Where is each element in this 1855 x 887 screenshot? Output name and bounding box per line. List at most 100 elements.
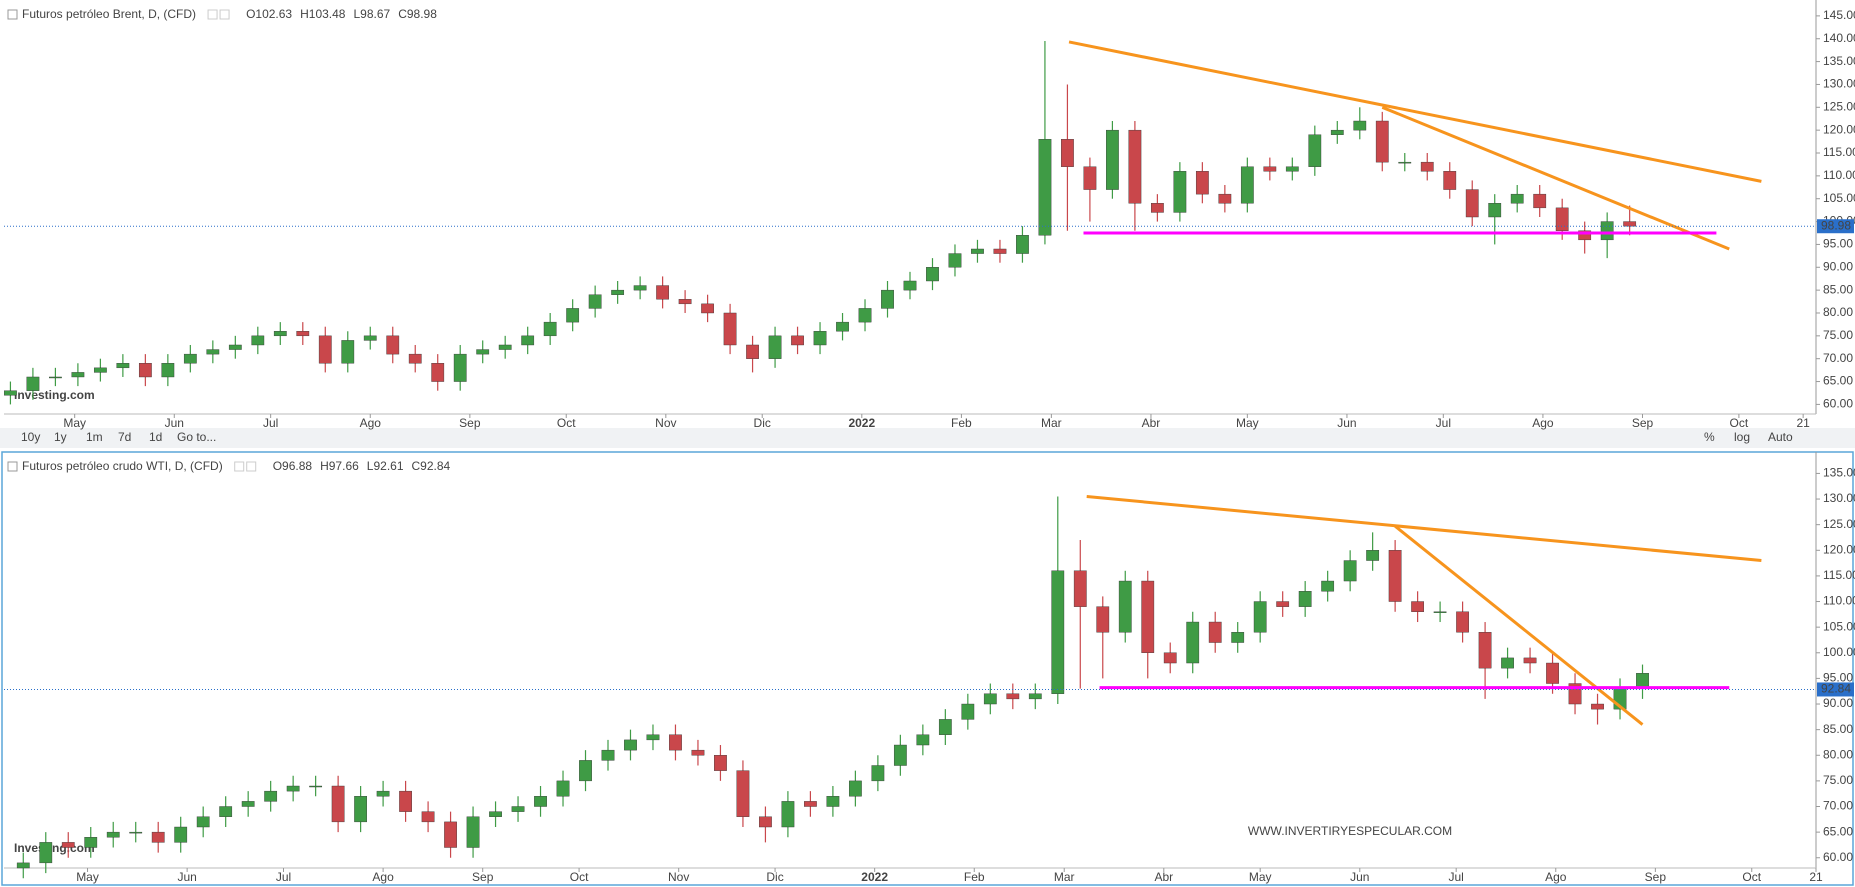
y-tick-label: 105.00 <box>1823 191 1855 205</box>
x-tick-label: Jun <box>1350 870 1369 884</box>
candle-body <box>489 811 502 817</box>
x-tick-label: Feb <box>964 870 985 884</box>
candle-body <box>84 837 98 848</box>
logo: Investing.com <box>14 388 95 402</box>
candle-body <box>1591 703 1604 710</box>
x-tick-label: Jun <box>1337 416 1356 430</box>
y-tick-label: 130.00 <box>1823 77 1855 91</box>
candle-body <box>983 693 997 705</box>
ohlc-label: C92.84 <box>412 459 451 473</box>
x-tick-label: Abr <box>1154 870 1173 884</box>
candle-body <box>656 285 670 300</box>
scale-button[interactable]: log <box>1734 430 1750 444</box>
candle-body <box>1006 693 1020 700</box>
candle-body <box>723 312 737 346</box>
candle-body <box>453 353 467 382</box>
candle-body <box>331 785 345 823</box>
x-tick-label: Sep <box>1632 416 1654 430</box>
price-label: 92.84 <box>1821 682 1851 696</box>
candle-body <box>363 335 377 341</box>
x-tick-label: Oct <box>1742 870 1761 884</box>
candle-body <box>804 801 817 807</box>
candle-body <box>1128 129 1142 204</box>
candle-body <box>1061 139 1074 167</box>
trend-line <box>1381 105 1730 251</box>
settings-icon <box>207 9 218 20</box>
collapse-icon <box>7 9 18 20</box>
candle-body <box>386 335 400 355</box>
candle-body <box>376 790 390 797</box>
candle-body <box>431 363 445 382</box>
candle-body <box>624 739 637 751</box>
candle-body <box>781 801 795 828</box>
scale-button[interactable]: Auto <box>1768 430 1793 444</box>
x-tick-label: Mar <box>1054 870 1075 884</box>
y-tick-label: 135.00 <box>1823 54 1855 68</box>
candle-body <box>264 790 278 802</box>
price-label-bg <box>1817 682 1854 697</box>
candle-body <box>633 285 647 291</box>
candle-body <box>241 801 255 807</box>
range-button[interactable]: 7d <box>118 430 131 444</box>
scale-button[interactable]: % <box>1704 430 1715 444</box>
y-tick-label: 75.00 <box>1823 773 1853 787</box>
candle-body <box>129 831 143 834</box>
candle-body <box>1298 591 1312 607</box>
candle-body <box>1083 166 1097 190</box>
candle-body <box>521 335 535 346</box>
watermark: WWW.INVERTIRYESPECULAR.COM <box>1248 824 1452 838</box>
candle-body <box>1433 611 1447 613</box>
candle-body <box>848 780 862 797</box>
x-tick-label: May <box>1236 416 1259 430</box>
range-button[interactable]: Go to... <box>177 430 216 444</box>
range-button[interactable]: 1m <box>86 430 103 444</box>
y-tick-label: 120.00 <box>1823 542 1855 556</box>
candle-body <box>714 755 727 771</box>
candle-body <box>1456 611 1469 633</box>
candle-body <box>746 344 759 359</box>
x-tick-label: Nov <box>655 416 676 430</box>
y-tick-label: 65.00 <box>1823 374 1853 388</box>
candle-body <box>826 796 840 807</box>
y-tick-label: 120.00 <box>1823 122 1855 136</box>
candle-body <box>309 785 323 788</box>
candle-body <box>106 831 120 838</box>
x-tick-label: May <box>1249 870 1272 884</box>
candle-body <box>1195 171 1209 195</box>
candle-body <box>566 308 580 323</box>
candle-body <box>1330 129 1344 135</box>
ohlc-label: O96.88 <box>273 459 313 473</box>
y-tick-label: 80.00 <box>1823 747 1853 761</box>
x-tick-label: 21 <box>1796 416 1810 430</box>
settings-icon <box>246 461 257 472</box>
candle-body <box>219 806 233 817</box>
y-tick-label: 135.00 <box>1823 466 1855 480</box>
x-tick-label: Dic <box>754 416 771 430</box>
y-tick-label: 60.00 <box>1823 397 1853 411</box>
x-tick-label: 2022 <box>861 870 888 884</box>
candle-body <box>93 367 107 373</box>
toolbar-bar <box>0 428 1855 448</box>
candle-body <box>39 842 53 864</box>
y-tick-label: 125.00 <box>1823 99 1855 113</box>
candle-body <box>1253 601 1267 633</box>
x-tick-label: Nov <box>668 870 689 884</box>
candle-body <box>858 308 872 323</box>
range-button[interactable]: 1d <box>149 430 162 444</box>
candle-body <box>1016 235 1029 254</box>
candle-body <box>1150 203 1164 213</box>
range-button[interactable]: 1y <box>54 430 67 444</box>
candle-body <box>273 331 287 337</box>
y-tick-label: 70.00 <box>1823 351 1853 365</box>
candle-body <box>691 749 705 756</box>
y-tick-label: 140.00 <box>1823 31 1855 45</box>
candle-body <box>16 862 30 869</box>
range-button[interactable]: 10y <box>21 430 40 444</box>
candle-body <box>1096 606 1110 633</box>
candle-body <box>296 331 310 337</box>
candle-body <box>1308 134 1322 167</box>
candle-body <box>543 321 557 337</box>
chart-title: Futuros petróleo crudo WTI, D, (CFD) <box>22 459 223 473</box>
candle-body <box>1523 657 1537 664</box>
y-tick-label: 90.00 <box>1823 259 1853 273</box>
